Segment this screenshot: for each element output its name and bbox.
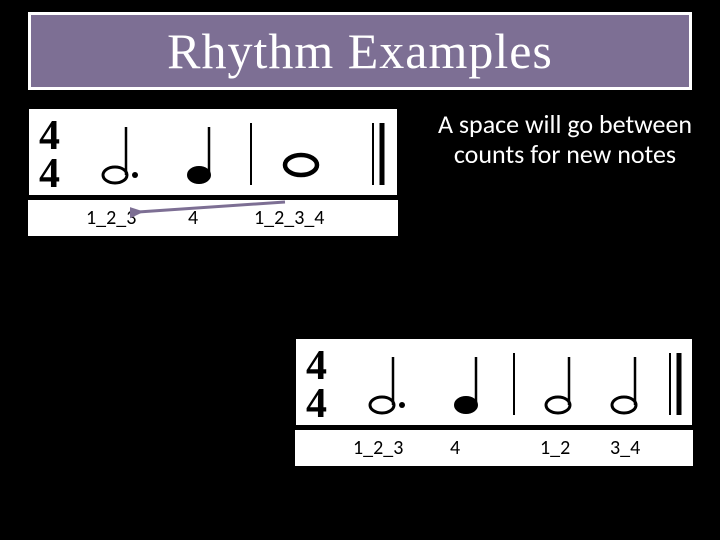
note2-3-head — [546, 397, 570, 413]
note2-4-head — [612, 397, 636, 413]
timesig-bottom-2: 4 — [306, 381, 327, 427]
note-1-head — [103, 167, 127, 183]
notation-example-2: 4 4 — [295, 338, 693, 426]
note2-2-head — [455, 397, 477, 413]
pointer-arrow — [130, 198, 290, 222]
note-3-whole — [285, 155, 317, 175]
title-container: Rhythm Examples — [28, 12, 692, 90]
note2-1-dot — [399, 402, 405, 408]
count-1-seg-0: 1_2_3 — [86, 206, 136, 230]
music-notation-2-svg: 4 4 — [296, 339, 694, 427]
count-box-2: 1_2_3 4 1_2 3_4 — [295, 430, 693, 466]
notation-example-1: 4 4 — [28, 108, 398, 196]
count-2-seg-3: 3_4 — [610, 436, 640, 460]
note-2-head — [188, 167, 210, 183]
timesig-bottom-1: 4 — [39, 151, 60, 197]
count-2-seg-0: 1_2_3 — [353, 436, 403, 460]
note2-1-head — [370, 397, 394, 413]
explanation-text: A space will go between counts for new n… — [430, 110, 700, 170]
count-2-seg-1: 4 — [450, 436, 460, 460]
count-2-seg-2: 1_2 — [540, 436, 570, 460]
music-notation-1-svg: 4 4 — [29, 109, 399, 197]
note-1-dot — [132, 172, 138, 178]
slide-title: Rhythm Examples — [167, 22, 553, 80]
